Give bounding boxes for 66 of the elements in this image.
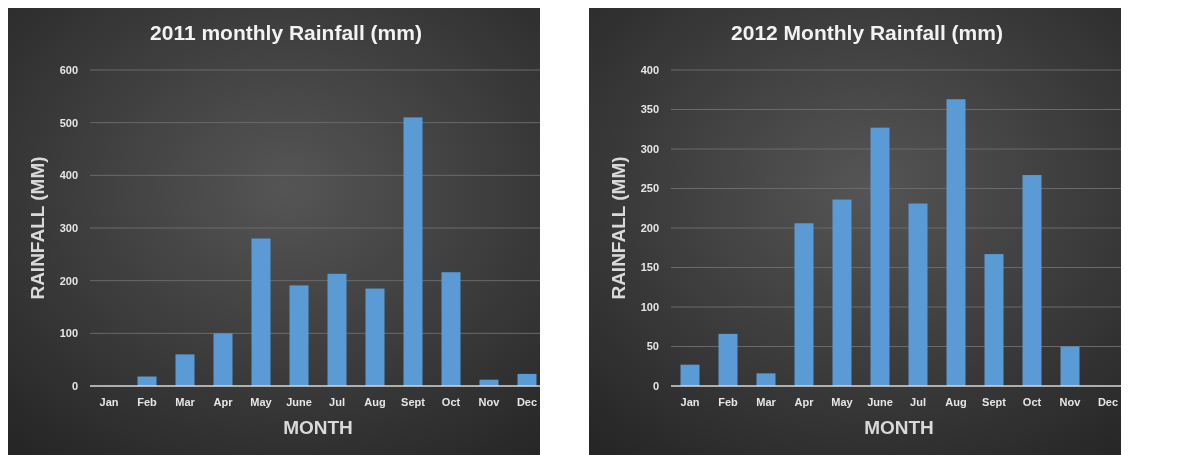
x-tick-label: Nov — [1059, 396, 1082, 408]
x-tick-label: June — [867, 396, 893, 408]
y-tick-label: 150 — [640, 261, 659, 274]
x-tick-label: Feb — [718, 396, 739, 408]
bar — [251, 238, 271, 386]
x-tick-label: Nov — [478, 396, 501, 408]
x-tick-label: Jul — [329, 396, 345, 408]
y-axis-title: RAINFALL (MM) — [27, 156, 48, 300]
x-tick-label: June — [286, 396, 312, 408]
y-tick-label: 400 — [59, 169, 78, 182]
bar — [756, 373, 776, 386]
x-tick-label: Oct — [1022, 396, 1042, 408]
x-tick-label: Jul — [910, 396, 926, 408]
chart-title: 2012 Monthly Rainfall (mm) — [731, 21, 1003, 44]
x-tick-label: Sept — [401, 396, 426, 408]
y-tick-label: 100 — [640, 300, 659, 313]
bar — [403, 117, 423, 386]
bar — [365, 288, 385, 386]
y-axis-title: RAINFALL (MM) — [608, 156, 629, 300]
x-tick-label: May — [250, 396, 273, 408]
y-tick-label: 0 — [652, 379, 659, 392]
x-tick-label: Apr — [794, 396, 815, 408]
chart-title: 2011 monthly Rainfall (mm) — [150, 21, 422, 44]
x-tick-label: Aug — [945, 396, 967, 408]
x-tick-label: Mar — [175, 396, 196, 408]
bar — [794, 223, 814, 386]
y-tick-label: 500 — [59, 116, 78, 129]
x-tick-label: Oct — [441, 396, 461, 408]
x-axis-title: MONTH — [283, 417, 353, 438]
y-tick-label: 0 — [71, 379, 78, 392]
x-tick-label: May — [831, 396, 854, 408]
y-tick-label: 50 — [646, 340, 659, 353]
bar — [946, 99, 966, 386]
x-tick-label: Feb — [137, 396, 158, 408]
x-axis-title: MONTH — [864, 417, 934, 438]
bar — [908, 203, 928, 386]
bar — [680, 364, 700, 386]
bar — [517, 373, 537, 386]
y-tick-label: 400 — [640, 63, 659, 76]
bar — [984, 254, 1004, 386]
bar — [1022, 175, 1042, 386]
x-tick-label: Mar — [756, 396, 777, 408]
y-tick-label: 600 — [59, 63, 78, 76]
y-tick-label: 350 — [640, 103, 659, 116]
bar — [1060, 346, 1080, 386]
bar — [718, 333, 738, 386]
bar — [213, 333, 233, 386]
x-tick-label: Jan — [680, 396, 700, 408]
y-tick-label: 100 — [59, 327, 78, 340]
y-tick-label: 250 — [640, 182, 659, 195]
x-tick-label: Dec — [1097, 396, 1119, 408]
x-tick-label: Jan — [99, 396, 119, 408]
x-tick-label: Dec — [516, 396, 538, 408]
bar — [870, 127, 890, 386]
x-tick-label: Apr — [213, 396, 234, 408]
bar — [327, 273, 347, 386]
y-tick-label: 200 — [640, 221, 659, 234]
x-tick-label: Sept — [982, 396, 1007, 408]
y-tick-label: 300 — [640, 142, 659, 155]
x-tick-label: Aug — [364, 396, 386, 408]
y-tick-label: 200 — [59, 274, 78, 287]
bar — [441, 272, 461, 386]
bar — [289, 285, 309, 386]
y-tick-label: 300 — [59, 221, 78, 234]
bar — [175, 354, 195, 386]
bar — [832, 199, 852, 386]
